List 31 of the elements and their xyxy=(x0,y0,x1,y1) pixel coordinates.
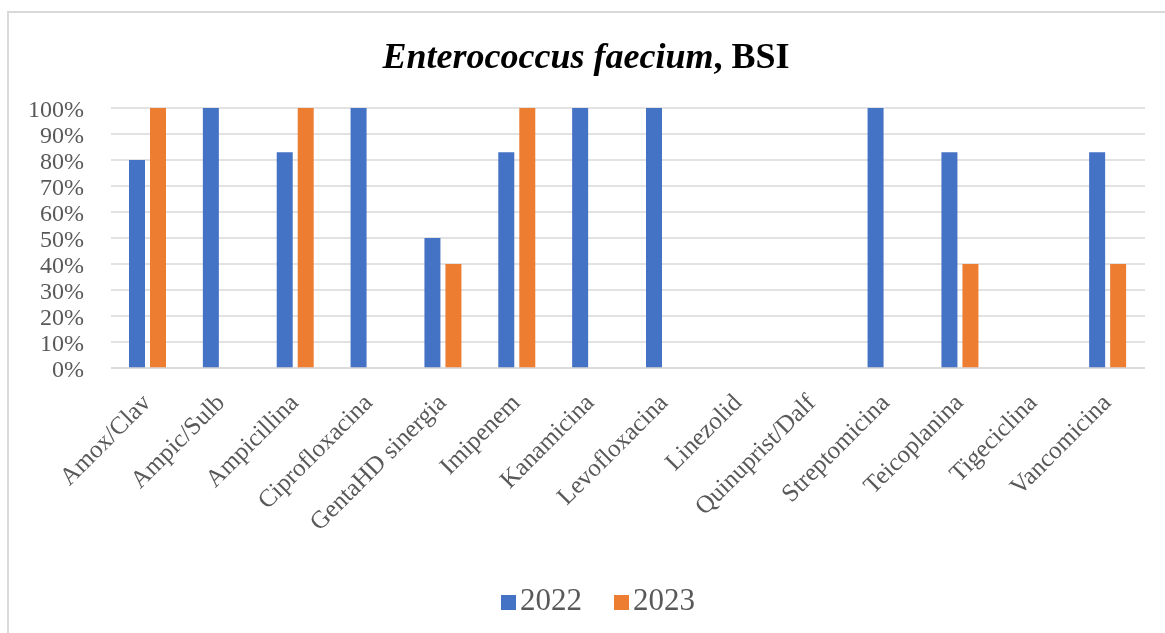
bar xyxy=(498,152,515,368)
bar xyxy=(424,238,441,368)
legend-label: 2023 xyxy=(633,582,695,617)
bar xyxy=(350,108,367,368)
bar xyxy=(519,108,536,368)
y-tick-label: 70% xyxy=(40,173,84,200)
y-tick-label: 20% xyxy=(40,303,84,330)
bar xyxy=(867,108,884,368)
y-tick-label: 30% xyxy=(40,277,84,304)
bar xyxy=(646,108,662,368)
y-tick-label: 100% xyxy=(28,95,84,122)
y-tick-label: 0% xyxy=(52,355,84,382)
y-tick-label: 10% xyxy=(40,329,84,356)
y-tick-label: 90% xyxy=(40,121,84,148)
y-tick-label: 40% xyxy=(40,251,84,278)
bar xyxy=(129,160,145,368)
bar xyxy=(150,108,166,368)
bar xyxy=(1089,152,1106,368)
bar xyxy=(572,108,589,368)
bar xyxy=(962,264,979,368)
bar xyxy=(202,108,219,368)
bar xyxy=(276,152,293,368)
bar xyxy=(445,264,462,368)
y-tick-label: 80% xyxy=(40,147,84,174)
bar xyxy=(297,108,314,368)
bar xyxy=(1110,264,1127,368)
legend-label: 2022 xyxy=(520,582,582,617)
chart-title: Enterococcus faecium, BSI xyxy=(382,36,790,76)
y-tick-label: 50% xyxy=(40,225,84,252)
bar xyxy=(941,152,958,368)
y-tick-label: 60% xyxy=(40,199,84,226)
